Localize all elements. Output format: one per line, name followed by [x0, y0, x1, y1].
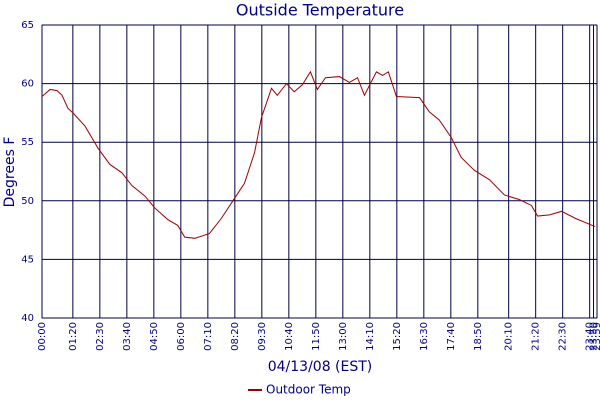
x-tick-label: 04:50: [149, 322, 160, 351]
x-tick-label: 08:20: [230, 322, 241, 351]
legend-label: Outdoor Temp: [266, 383, 351, 397]
x-tick-label: 13:00: [338, 322, 349, 351]
x-tick-label: 09:30: [257, 322, 268, 351]
x-tick-label: 16:30: [419, 322, 430, 351]
x-tick-label: 21:20: [531, 322, 542, 351]
x-tick-label: 23:59: [592, 322, 600, 351]
y-axis-label: Degrees F: [2, 137, 18, 208]
y-tick-label: 40: [21, 313, 34, 324]
chart-title: Outside Temperature: [236, 1, 404, 20]
x-tick-label: 23:40: [585, 322, 596, 351]
x-tick-label: 14:10: [365, 322, 376, 351]
data-line: [41, 70, 596, 239]
y-tick-label: 55: [21, 137, 34, 148]
x-tick-label: 20:10: [504, 322, 515, 351]
x-axis-label: 04/13/08 (EST): [268, 359, 373, 375]
x-tick-label: 00:00: [37, 322, 48, 351]
x-tick-label: 07:10: [203, 322, 214, 351]
x-tick-label: 06:00: [176, 322, 187, 351]
y-tick-label: 60: [21, 79, 34, 90]
x-tick-label: 02:30: [95, 322, 106, 351]
x-tick-label: 17:40: [446, 322, 457, 351]
y-tick-label: 50: [21, 196, 34, 207]
y-tick-label: 65: [21, 20, 34, 31]
x-tick-label: 01:20: [68, 322, 79, 351]
x-tick-label: 03:40: [122, 322, 133, 351]
x-tick-label: 18:50: [473, 322, 484, 351]
y-tick-label: 45: [21, 254, 34, 265]
x-tick-label: 11:50: [311, 322, 322, 351]
x-tick-label: 10:40: [284, 322, 295, 351]
x-tick-label: 15:20: [392, 322, 403, 351]
x-tick-label: 22:30: [558, 322, 569, 351]
x-tick-label: 23:50: [589, 322, 600, 351]
plot-area: [41, 24, 598, 319]
